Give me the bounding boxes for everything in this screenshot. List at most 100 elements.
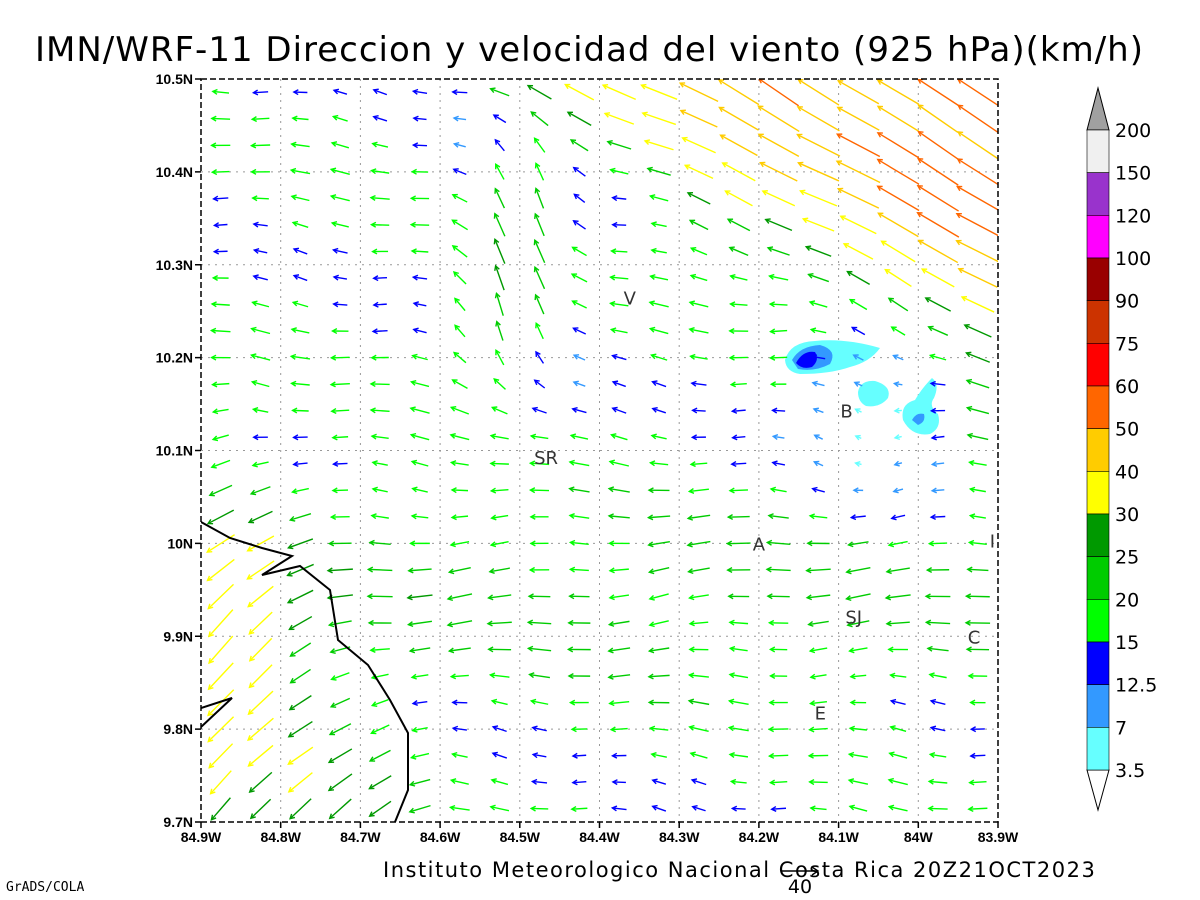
wind-arrow [489,433,509,440]
wind-arrow [211,274,229,281]
blue-patch-3 [912,413,925,425]
wind-arrow [968,513,986,520]
wind-arrow [969,726,985,733]
wind-arrow [411,486,428,493]
wind-arrow [211,434,229,442]
wind-arrow [368,775,392,790]
wind-arrow [533,379,546,389]
wind-arrow [290,327,310,334]
colorbar-segment [1086,257,1110,301]
colorbar-label: 30 [1115,504,1139,526]
wind-arrow [887,540,908,548]
wind-arrow [808,300,828,308]
wind-arrow [327,620,352,628]
wind-arrow [651,406,667,414]
wind-arrow [449,406,470,415]
wind-arrow [687,567,710,575]
wind-arrow [769,486,787,493]
wind-arrow [210,142,231,149]
wind-arrow [889,725,907,733]
wind-arrow [331,114,348,122]
wind-arrow [409,221,430,228]
wind-arrow [877,212,919,238]
wind-arrow [687,487,709,494]
wind-arrow [647,566,670,575]
wind-arrow [326,567,353,574]
wind-arrow [368,800,392,817]
wind-arrow [451,89,468,96]
wind-arrow [845,593,871,602]
wind-arrow [968,486,986,493]
wind-arrow [955,185,998,211]
wind-arrow [211,381,230,388]
colorbar-label: 25 [1115,547,1139,569]
wind-arrow [924,619,951,626]
wind-arrow [289,798,312,820]
wind-arrow [924,593,951,600]
wind-arrow [529,805,549,812]
colorbar-segment [1086,385,1110,429]
wind-arrow [489,87,510,97]
wind-arrow [808,779,828,786]
wind-arrow [287,720,313,738]
wind-arrow [608,594,630,601]
wind-arrow [366,566,393,573]
wind-arrow [686,540,711,548]
colorbar-segment [1086,428,1110,472]
wind-arrow [529,433,549,440]
wind-arrow [768,354,788,361]
wind-arrow [286,563,314,577]
wind-arrow [848,725,867,732]
wind-arrow [848,804,868,812]
wind-arrow [369,381,390,388]
wind-arrow [887,777,908,786]
wind-arrow [327,773,353,792]
wind-arrow [370,433,389,440]
wind-arrow [372,115,388,122]
wind-arrow [812,407,824,414]
wind-arrow [212,248,228,255]
lon-tick-label: 84.1W [818,829,859,845]
wind-arrow [289,353,311,360]
colorbar-segment [1086,343,1110,387]
wind-arrow [292,89,308,96]
place-label: B [840,402,852,423]
wind-arrow [690,380,707,387]
wind-arrow [489,460,509,467]
wind-arrow [679,109,718,128]
wind-arrow [768,699,788,706]
colorbar-label: 3.5 [1115,760,1145,782]
wind-arrow [570,273,588,283]
wind-arrow [727,698,749,705]
wind-arrow [447,566,471,575]
wind-arrow [206,509,235,525]
wind-arrow [210,459,231,469]
wind-arrow [687,672,709,679]
wind-arrow [567,672,591,680]
wind-arrow [757,133,800,157]
wind-arrow [331,328,349,335]
wind-arrow [609,726,628,733]
wind-arrow [369,221,390,228]
wind-arrow [764,218,793,232]
wind-arrow [332,460,348,467]
wind-arrow [572,219,586,230]
wind-arrow [287,538,314,550]
wind-arrow [728,752,749,758]
wind-arrow [572,380,586,387]
wind-arrow [766,246,790,256]
wind-arrow [571,246,587,257]
wind-arrow [646,166,671,176]
lat-tick-label: 10.1N [156,443,193,459]
cyan-patch-2 [858,380,889,407]
wind-arrow [887,297,909,312]
wind-arrow [495,162,505,180]
wind-arrow [728,487,748,494]
wind-arrow [767,726,789,733]
wind-arrow [291,115,309,122]
wind-arrow [490,514,509,521]
wind-arrow [570,805,588,812]
wind-arrow [366,593,393,600]
wind-arrow [648,326,669,335]
